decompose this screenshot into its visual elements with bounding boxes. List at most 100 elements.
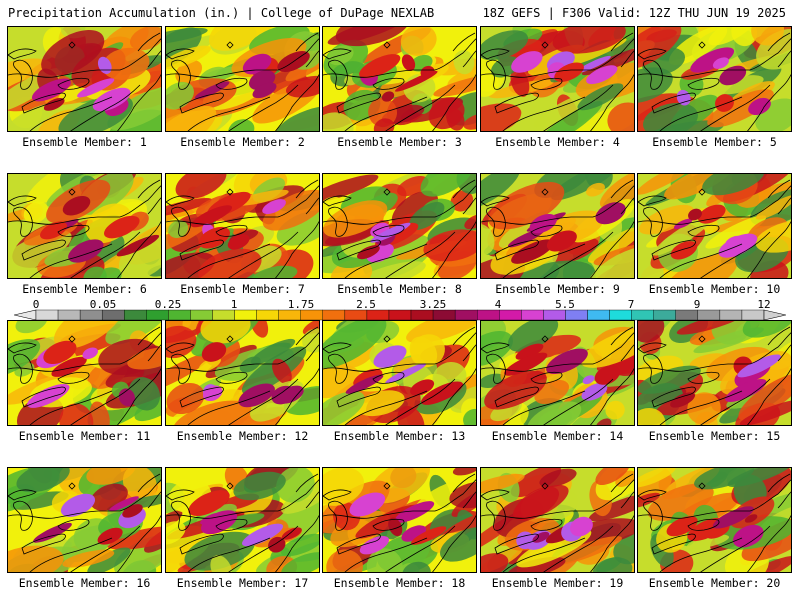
state-line-2: [385, 231, 456, 278]
state-line-2: [385, 378, 456, 425]
diamond-marker-icon: [698, 188, 706, 196]
map-outlines: [481, 179, 634, 278]
coastline: [275, 368, 319, 425]
maine-outline: [295, 326, 319, 362]
state-line-1: [344, 390, 428, 425]
maine-outline: [610, 179, 634, 215]
precip-map: [323, 174, 476, 278]
lake-ontario-outline: [57, 77, 90, 90]
lake-ontario-outline: [215, 518, 248, 531]
ensemble-member-map[interactable]: [637, 26, 792, 132]
ensemble-member-map[interactable]: [7, 467, 162, 573]
ensemble-member-map[interactable]: [480, 173, 635, 279]
colorbar-swatch: [101, 309, 125, 321]
ensemble-member-map[interactable]: [165, 26, 320, 132]
lake-superior-outline: [8, 195, 37, 207]
border-line: [8, 38, 161, 78]
ensemble-member-map[interactable]: [480, 320, 635, 426]
ensemble-member-map[interactable]: [7, 320, 162, 426]
lake-erie-outline: [179, 92, 224, 114]
ensemble-member-label: Ensemble Member: 7: [180, 282, 305, 296]
precip-map: [481, 27, 634, 131]
map-outlines: [638, 179, 791, 278]
ensemble-member-map[interactable]: [7, 173, 162, 279]
ensemble-member-map[interactable]: [322, 26, 477, 132]
state-line-2: [700, 378, 771, 425]
border-line: [166, 332, 319, 372]
diamond-marker-icon: [541, 482, 549, 490]
state-line-2: [700, 231, 771, 278]
lake-superior-outline: [638, 489, 667, 501]
border-line: [638, 185, 791, 225]
border-line: [166, 185, 319, 225]
colorbar-swatch: [631, 309, 654, 321]
state-line-1: [29, 243, 113, 278]
maine-outline: [452, 32, 476, 68]
map-outlines: [323, 473, 476, 572]
state-line-1: [344, 537, 428, 572]
ensemble-member-label: Ensemble Member: 18: [333, 576, 466, 590]
lake-huron-outline: [13, 353, 33, 384]
ensemble-member-map[interactable]: [637, 320, 792, 426]
coastline: [117, 368, 161, 425]
lake-ontario-outline: [530, 518, 563, 531]
precip-map: [166, 468, 319, 572]
diamond-marker-icon: [68, 482, 76, 490]
lake-ontario-outline: [57, 518, 90, 531]
coastline: [117, 74, 161, 131]
colorbar-swatch: [477, 309, 500, 321]
ensemble-member-map[interactable]: [165, 173, 320, 279]
state-line-2: [385, 84, 456, 131]
diamond-marker-icon: [226, 41, 234, 49]
lake-superior-outline: [323, 48, 352, 60]
lake-erie-outline: [494, 533, 539, 555]
precip-map: [8, 321, 161, 425]
lake-ontario-outline: [530, 224, 563, 237]
ensemble-member-map[interactable]: [637, 467, 792, 573]
state-line-1: [344, 243, 428, 278]
ensemble-member-map[interactable]: [322, 467, 477, 573]
lake-huron-outline: [643, 353, 663, 384]
diamond-marker-icon: [541, 41, 549, 49]
state-line-1: [187, 96, 271, 131]
lake-erie-outline: [336, 533, 381, 555]
ensemble-member-label: Ensemble Member: 2: [180, 135, 305, 149]
lake-huron-outline: [643, 59, 663, 90]
lake-huron-outline: [328, 59, 348, 90]
colorbar-swatch: [653, 309, 676, 321]
lake-superior-outline: [638, 195, 667, 207]
border-line: [481, 479, 634, 519]
maine-outline: [137, 326, 161, 362]
precip-map: [323, 321, 476, 425]
lake-superior-outline: [166, 342, 195, 354]
precip-map: [638, 27, 791, 131]
lake-erie-outline: [336, 386, 381, 408]
state-line-1: [187, 243, 271, 278]
coastline: [275, 515, 319, 572]
ensemble-member-map[interactable]: [7, 26, 162, 132]
ensemble-member-map[interactable]: [165, 320, 320, 426]
diamond-marker-icon: [226, 482, 234, 490]
colorbar-right-arrow: [763, 309, 786, 321]
lake-superior-outline: [8, 489, 37, 501]
map-outlines: [481, 473, 634, 572]
ensemble-member-map[interactable]: [322, 320, 477, 426]
colorbar-swatch: [278, 309, 301, 321]
ensemble-member-map[interactable]: [480, 26, 635, 132]
coastline: [432, 368, 476, 425]
state-line-2: [385, 525, 456, 572]
ensemble-member-map[interactable]: [637, 173, 792, 279]
ensemble-member-map[interactable]: [480, 467, 635, 573]
state-line-1: [502, 96, 586, 131]
coastline: [117, 221, 161, 278]
ensemble-member-map[interactable]: [165, 467, 320, 573]
colorbar-swatch: [212, 309, 235, 321]
lake-ontario-outline: [530, 77, 563, 90]
ensemble-member-label: Ensemble Member: 12: [176, 429, 309, 443]
lake-huron-outline: [13, 59, 33, 90]
precip-field-blobs: [166, 468, 319, 572]
lake-ontario-outline: [372, 371, 405, 384]
ensemble-member-map[interactable]: [322, 173, 477, 279]
lake-erie-outline: [494, 386, 539, 408]
scale-tick-label: 0: [32, 298, 40, 311]
